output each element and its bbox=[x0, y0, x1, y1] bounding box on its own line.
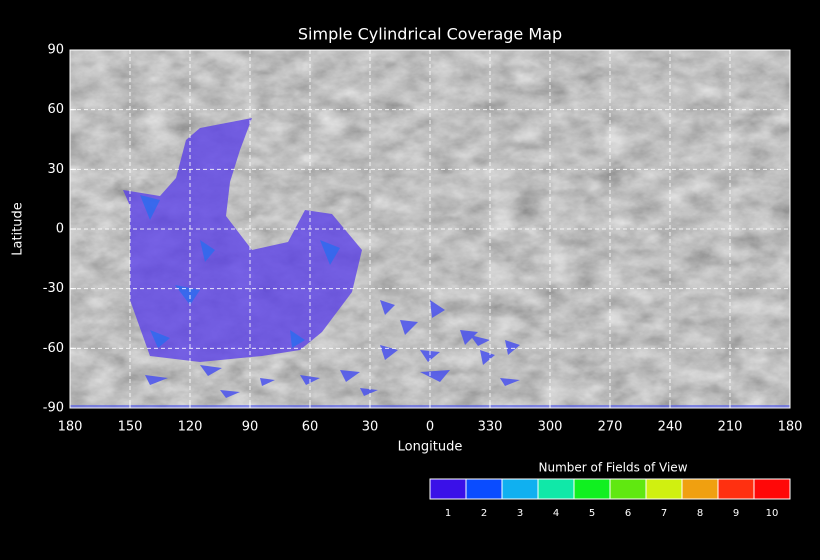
colorbar-cell bbox=[501, 478, 539, 500]
colorbar-label: 1 bbox=[445, 508, 451, 519]
colorbar-cell bbox=[537, 478, 575, 500]
colorbar-cell bbox=[681, 478, 719, 500]
y-tick-label: -90 bbox=[43, 401, 64, 416]
colorbar-cell bbox=[717, 478, 755, 500]
x-tick-label: 90 bbox=[242, 420, 259, 435]
x-tick-label: 120 bbox=[178, 420, 203, 435]
x-tick-label: 270 bbox=[598, 420, 623, 435]
colorbar-cell bbox=[609, 478, 647, 500]
coverage-region bbox=[123, 118, 362, 362]
colorbar-label: 9 bbox=[733, 508, 739, 519]
colorbar-cell bbox=[753, 478, 791, 500]
colorbar-cell bbox=[645, 478, 683, 500]
colorbar-label: 5 bbox=[589, 508, 595, 519]
coverage-level-2 bbox=[140, 195, 340, 348]
colorbar-label: 3 bbox=[517, 508, 523, 519]
x-tick-label: 30 bbox=[362, 420, 379, 435]
chart-title: Simple Cylindrical Coverage Map bbox=[298, 25, 562, 44]
y-tick-label: 90 bbox=[47, 43, 64, 58]
x-axis-label: Longitude bbox=[398, 440, 463, 455]
colorbar-label: 6 bbox=[625, 508, 631, 519]
x-tick-label: 150 bbox=[118, 420, 143, 435]
x-tick-label: 0 bbox=[426, 420, 434, 435]
colorbar-label: 8 bbox=[697, 508, 703, 519]
colorbar-cell bbox=[429, 478, 467, 500]
colorbar-label: 4 bbox=[553, 508, 559, 519]
x-tick-label: 60 bbox=[302, 420, 319, 435]
y-tick-label: 30 bbox=[47, 162, 64, 177]
x-tick-label: 180 bbox=[778, 420, 803, 435]
x-tick-label: 180 bbox=[58, 420, 83, 435]
y-tick-label: -60 bbox=[43, 341, 64, 356]
x-tick-label: 300 bbox=[538, 420, 563, 435]
colorbar-cell bbox=[465, 478, 503, 500]
colorbar-label: 10 bbox=[766, 508, 779, 519]
y-tick-label: 60 bbox=[47, 102, 64, 117]
colorbar-title: Number of Fields of View bbox=[538, 461, 687, 475]
x-tick-label: 210 bbox=[718, 420, 743, 435]
y-axis-label: Latitude bbox=[11, 202, 26, 256]
y-tick-label: -30 bbox=[43, 281, 64, 296]
colorbar-label: 2 bbox=[481, 508, 487, 519]
colorbar-label: 7 bbox=[661, 508, 667, 519]
x-tick-label: 240 bbox=[658, 420, 683, 435]
y-tick-label: 0 bbox=[56, 222, 64, 237]
colorbar-cell bbox=[573, 478, 611, 500]
x-tick-label: 330 bbox=[478, 420, 503, 435]
